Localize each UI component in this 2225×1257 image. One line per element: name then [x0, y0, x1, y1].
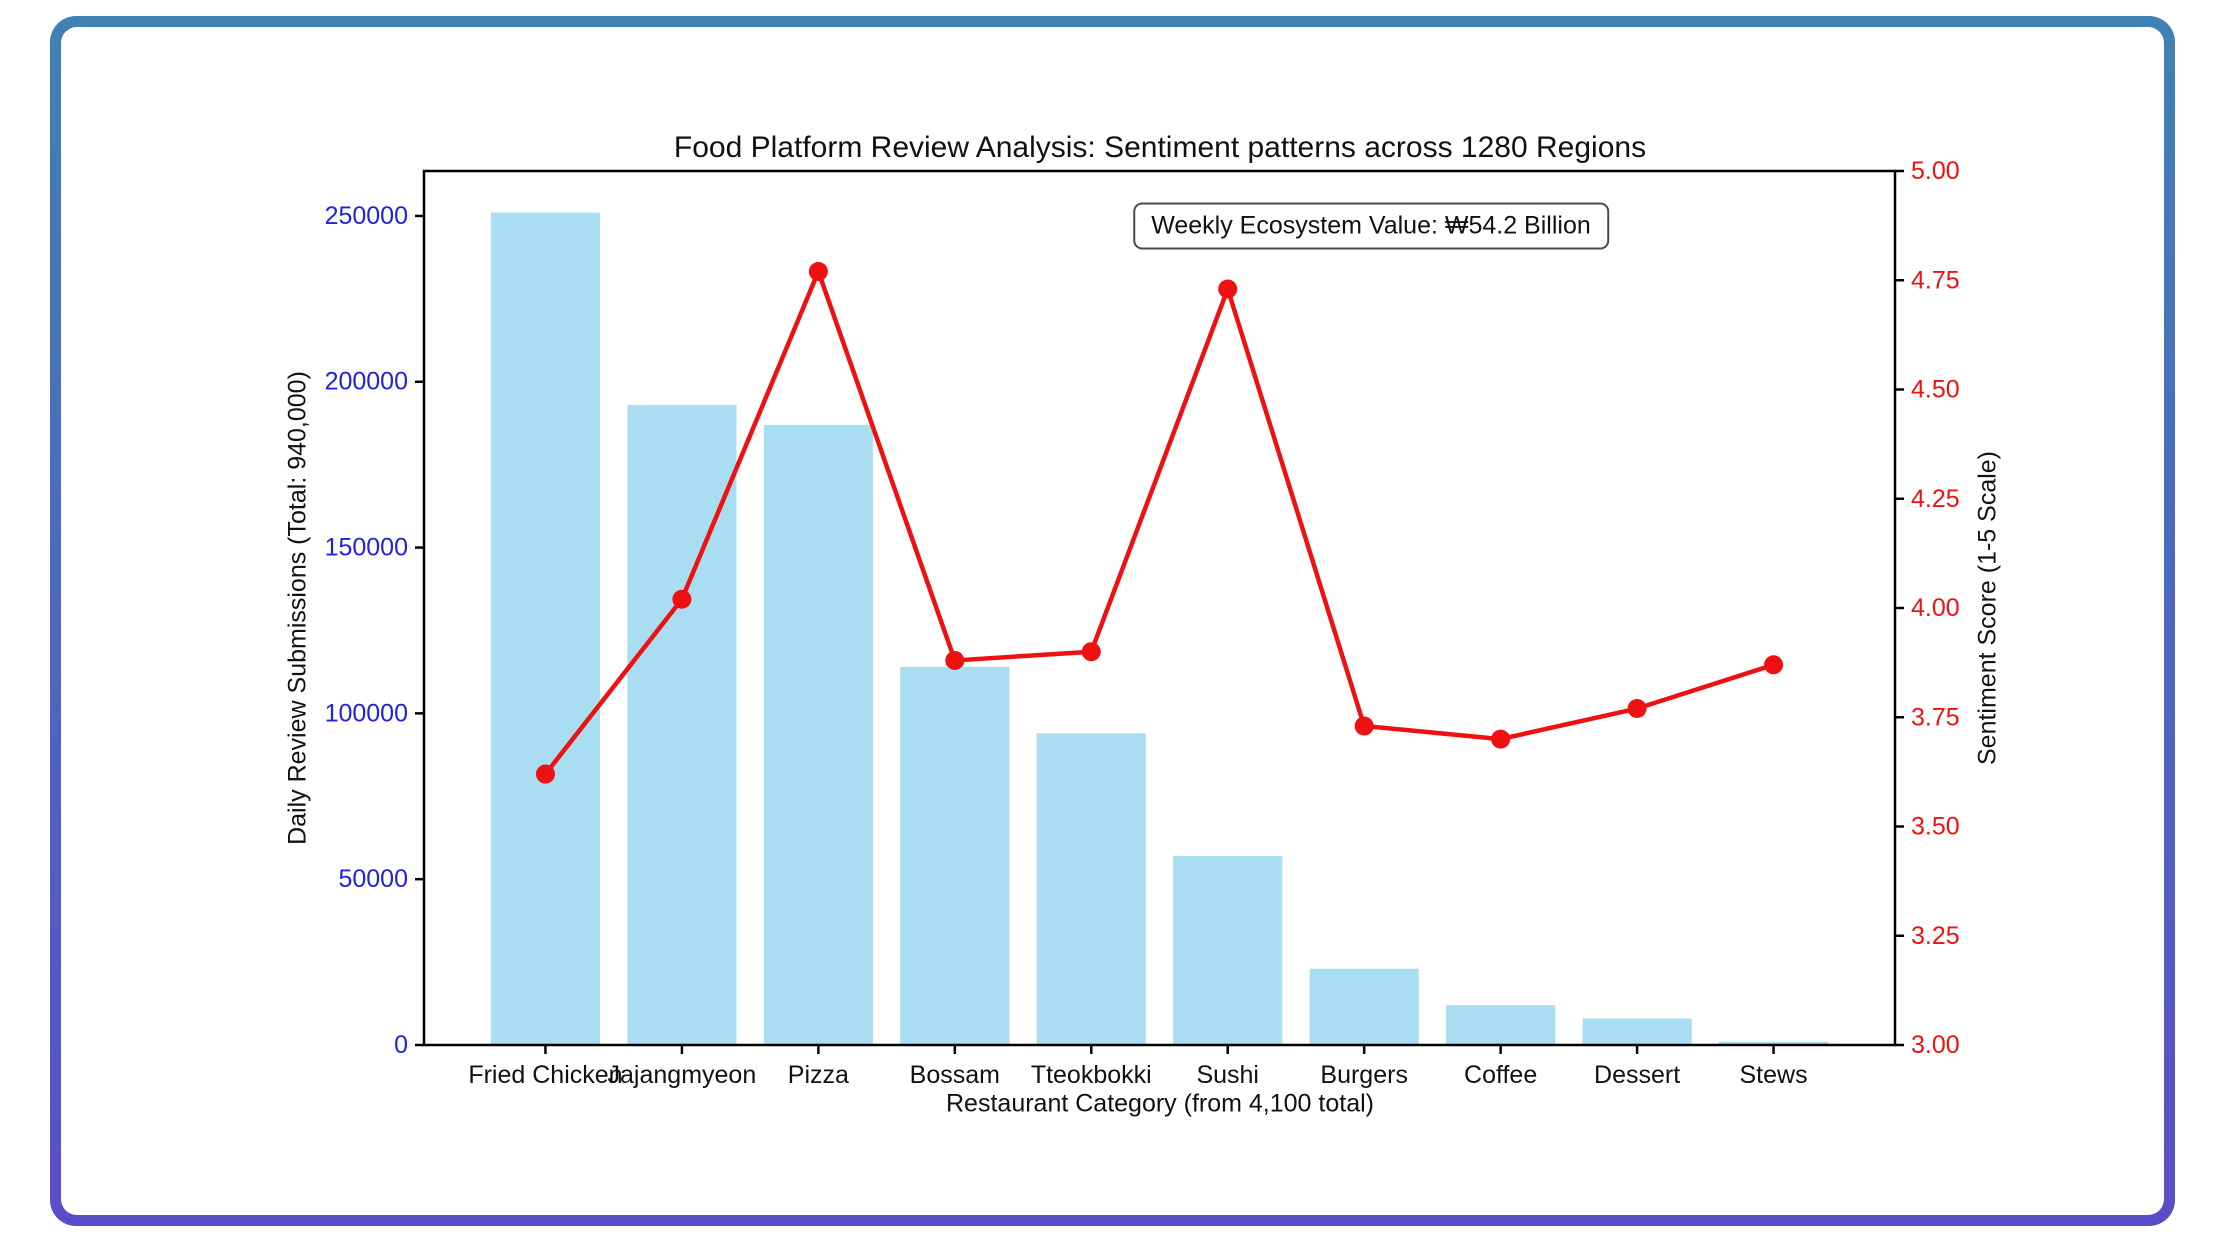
line-point	[1081, 642, 1101, 662]
line-point	[1218, 279, 1238, 299]
line-point	[672, 589, 692, 609]
left-tick-label: 150000	[325, 534, 408, 562]
x-tick-label: Coffee	[1464, 1061, 1537, 1089]
x-tick-label: Sushi	[1196, 1061, 1259, 1089]
right-tick-label: 3.00	[1911, 1031, 1960, 1059]
line-point	[1764, 655, 1784, 675]
right-tick-label: 4.75	[1911, 266, 1960, 294]
x-tick-label: Burgers	[1320, 1061, 1408, 1089]
x-tick-label: Jajangmyeon	[608, 1061, 757, 1089]
x-tick-label: Tteokbokki	[1031, 1061, 1152, 1089]
bar	[900, 666, 1010, 1045]
bar	[1309, 968, 1419, 1045]
right-tick-label: 3.50	[1911, 813, 1960, 841]
annotation-box: Weekly Ecosystem Value: ₩54.2 Billion	[1133, 202, 1609, 250]
x-tick-label: Stews	[1740, 1061, 1808, 1089]
x-tick-label: Bossam	[910, 1061, 1000, 1089]
right-tick-label: 4.50	[1911, 376, 1960, 404]
line-point	[945, 650, 965, 670]
gradient-border-frame	[50, 16, 2175, 1226]
bar	[627, 404, 737, 1046]
line-point	[535, 764, 555, 784]
left-tick-label: 200000	[325, 368, 408, 396]
bar	[1036, 733, 1146, 1045]
bar	[490, 212, 601, 1046]
line-point	[808, 262, 828, 282]
left-tick-label: 100000	[325, 699, 408, 727]
sentiment-line	[543, 269, 1776, 777]
bar	[1718, 1041, 1829, 1045]
right-tick-label: 4.00	[1911, 594, 1960, 622]
line-point	[1627, 699, 1647, 719]
chart-title: Food Platform Review Analysis: Sentiment…	[673, 131, 1647, 164]
x-axis-label: Restaurant Category (from 4,100 total)	[946, 1089, 1374, 1118]
right-tick-label: 3.25	[1911, 922, 1960, 950]
x-tick-label: Pizza	[788, 1061, 849, 1089]
right-y-axis-label: Sentiment Score (1-5 Scale)	[1973, 450, 2002, 766]
right-tick-label: 3.75	[1911, 703, 1960, 731]
left-y-axis-label: Daily Review Submissions (Total: 940,000…	[283, 371, 312, 845]
left-tick-label: 50000	[338, 865, 408, 893]
line-point	[1491, 729, 1511, 749]
bar	[1582, 1018, 1692, 1045]
left-tick-label: 0	[394, 1031, 408, 1059]
bar	[763, 424, 873, 1045]
x-tick-label: Dessert	[1594, 1061, 1680, 1089]
bar	[1446, 1005, 1556, 1045]
right-tick-label: 5.00	[1911, 157, 1960, 185]
line-point	[1354, 716, 1374, 736]
right-tick-label: 4.25	[1911, 485, 1960, 513]
bar	[1173, 855, 1283, 1045]
left-tick-label: 250000	[325, 202, 408, 230]
x-tick-label: Fried Chicken	[468, 1061, 622, 1089]
